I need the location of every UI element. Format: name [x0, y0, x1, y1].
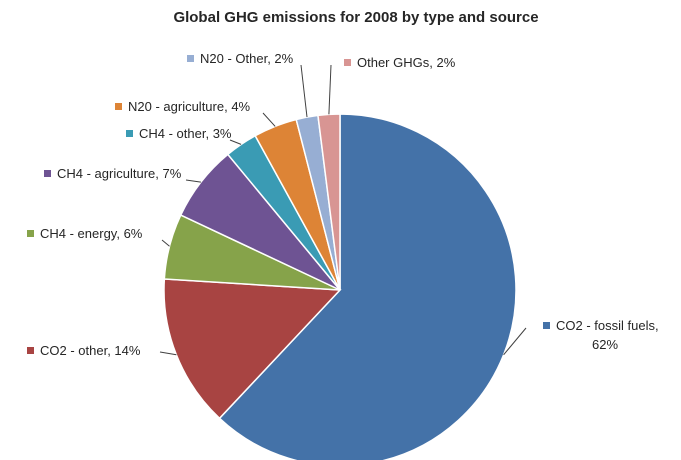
slice-label-ch4-energy-6: CH4 - energy, 6% — [40, 226, 143, 241]
leader-line-ch4-energy-6 — [161, 239, 170, 247]
slice-labels: CO2 - fossil fuels, 62% CO2 - other, 14% CH… — [27, 51, 659, 358]
leader-line-ch4-agriculture-7 — [185, 179, 201, 183]
slice-label-ch4-other-3: CH4 - other, 3% — [139, 126, 232, 141]
leader-line-n20-other-2 — [300, 64, 308, 118]
label-swatch-ch4-other-3 — [126, 130, 133, 137]
pie-slices — [163, 113, 517, 460]
label-swatch-n20-agriculture-4 — [115, 103, 122, 110]
slice-label-n20-agriculture-4: N20 - agriculture, 4% — [128, 99, 251, 114]
label-swatch-ch4-energy-6 — [27, 230, 34, 237]
pie-slice-co2-other-14 — [163, 278, 342, 420]
label-swatch-n20-other-2 — [187, 55, 194, 62]
slice-label-ch4-agriculture-7: CH4 - agriculture, 7% — [57, 166, 182, 181]
slice-label-n20-other-2: N20 - Other, 2% — [200, 51, 294, 66]
label-swatch-other-ghgs-2 — [344, 59, 351, 66]
leader-line-n20-agriculture-4 — [262, 112, 276, 127]
label-swatch-ch4-agriculture-7 — [44, 170, 51, 177]
leader-line-co2-fossil-fuels — [503, 327, 527, 356]
slice-label-other-ghgs-2: Other GHGs, 2% — [357, 55, 456, 70]
leader-line-other-ghgs-2 — [328, 64, 332, 115]
leader-lines — [159, 64, 527, 356]
chart-title: Global GHG emissions for 2008 by type an… — [173, 9, 538, 26]
leader-line-co2-other-14 — [159, 351, 177, 356]
label-swatch-co2-fossil-fuels — [543, 322, 550, 329]
leader-line-ch4-other-3 — [229, 139, 242, 145]
slice-label-co2-fossil-fuels: CO2 - fossil fuels, 62% — [556, 318, 659, 352]
label-swatch-co2-other-14 — [27, 347, 34, 354]
slice-label-co2-other-14: CO2 - other, 14% — [40, 343, 141, 358]
pie-slice-other-ghgs-2 — [317, 113, 341, 291]
